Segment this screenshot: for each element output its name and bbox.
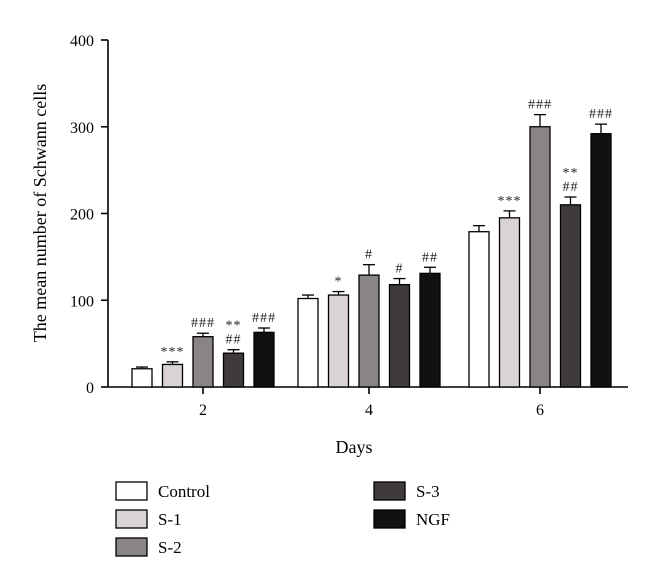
bar-control-day-6 <box>468 231 490 388</box>
bar-s-1-day-4 <box>327 294 350 388</box>
bar-ngf-day-2 <box>253 331 275 388</box>
significance-annotations: ***### **#####*####***###**##### <box>161 98 613 360</box>
bar-control-day-2 <box>131 368 153 388</box>
legend-label: NGF <box>416 510 450 529</box>
bar-s-3-day-4 <box>388 283 411 388</box>
significance-marker: ## <box>563 180 579 195</box>
x-axis-title: Days <box>336 437 373 457</box>
significance-marker: ** <box>226 319 242 334</box>
legend-swatch <box>373 509 406 529</box>
y-tick-label: 200 <box>70 207 94 224</box>
bar-control-day-4 <box>297 297 319 388</box>
significance-marker: * <box>335 275 343 290</box>
bar-s-2-day-6 <box>529 126 551 388</box>
significance-marker: # <box>396 262 404 277</box>
x-tick-label: 6 <box>536 402 544 419</box>
y-axis-title: The mean number of Schwann cells <box>30 84 50 342</box>
significance-marker: *** <box>498 194 522 209</box>
x-ticks: 2 4 6 <box>199 387 544 419</box>
y-tick-label: 400 <box>70 33 94 50</box>
bar-s-3-day-2 <box>222 352 245 388</box>
y-tick-label: 100 <box>70 293 94 310</box>
significance-marker: ## <box>422 250 438 265</box>
significance-marker: *** <box>161 345 185 360</box>
significance-marker: ### <box>252 311 276 326</box>
legend-label: S-2 <box>158 538 182 557</box>
bar-ngf-day-6 <box>590 133 612 388</box>
legend-swatch <box>373 481 406 501</box>
legend-label: Control <box>158 482 210 501</box>
y-tick-label: 0 <box>86 380 94 397</box>
bar-s-1-day-6 <box>498 217 521 388</box>
bars <box>131 113 612 388</box>
legend: Control S-1 S-2 S-3 NGF <box>115 481 450 557</box>
bar-ngf-day-4 <box>419 272 441 388</box>
legend-label: S-1 <box>158 510 182 529</box>
bar-s-1-day-2 <box>161 363 184 388</box>
legend-label: S-3 <box>416 482 440 501</box>
significance-marker: ### <box>191 316 215 331</box>
significance-marker: ### <box>528 98 552 113</box>
significance-marker: ## <box>226 333 242 348</box>
x-tick-label: 2 <box>199 402 207 419</box>
x-tick-label: 4 <box>365 402 373 419</box>
legend-swatch <box>115 481 148 501</box>
bar-s-2-day-4 <box>358 274 380 388</box>
legend-swatch <box>115 537 148 557</box>
bar-s-2-day-2 <box>192 336 214 388</box>
legend-swatch <box>115 509 148 529</box>
significance-marker: ** <box>563 166 579 181</box>
y-ticks: 0 100 200 300 400 <box>70 33 108 397</box>
significance-marker: ### <box>589 107 613 122</box>
bar-s-3-day-6 <box>559 204 582 388</box>
significance-marker: # <box>365 248 373 263</box>
y-tick-label: 300 <box>70 120 94 137</box>
